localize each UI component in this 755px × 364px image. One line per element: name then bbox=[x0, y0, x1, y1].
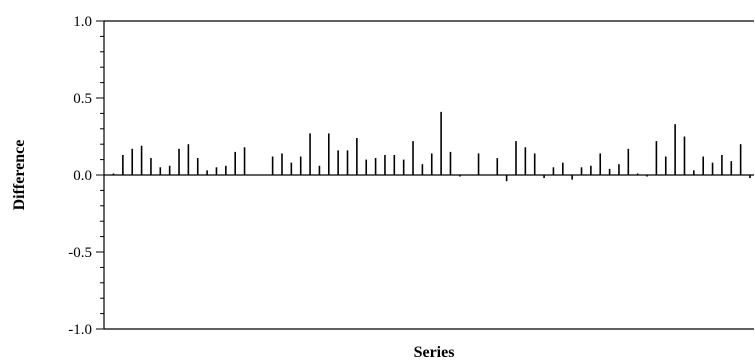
y-tick-labels-group: 1.0 0.5 0.0 -0.5 -1.0 bbox=[68, 14, 92, 338]
y-tick-label: 0.5 bbox=[73, 91, 92, 107]
bars-group bbox=[112, 111, 751, 182]
y-tick-label: 0.0 bbox=[73, 168, 92, 184]
y-tick-label: -0.5 bbox=[68, 245, 92, 261]
y-axis-title: Difference bbox=[11, 140, 28, 211]
x-axis-title: Series bbox=[414, 344, 455, 361]
y-tick-label: -1.0 bbox=[68, 322, 92, 338]
y-ticks-group bbox=[96, 20, 104, 330]
y-tick-label: 1.0 bbox=[73, 14, 92, 30]
